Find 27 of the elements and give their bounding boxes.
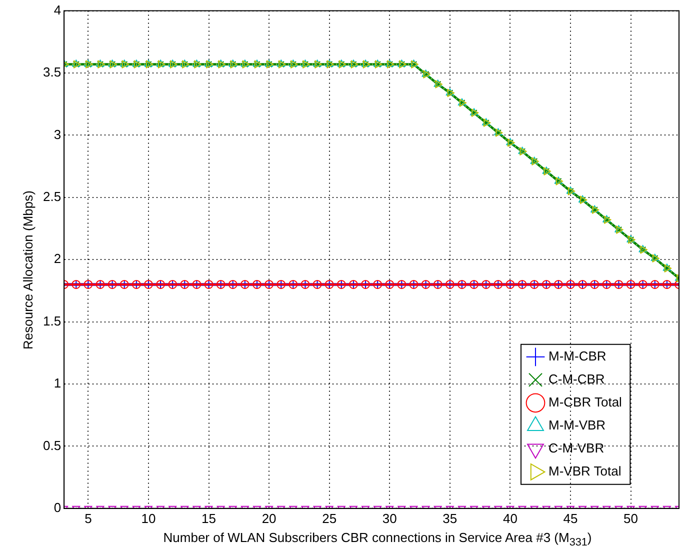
legend-label: M-CBR Total: [548, 394, 622, 410]
legend-label: C-M-VBR: [548, 440, 604, 456]
x-tick-label: 40: [502, 510, 518, 526]
y-tick-label: 2: [54, 251, 62, 266]
x-tick-label: 20: [262, 510, 276, 526]
legend-label: C-M-CBR: [548, 371, 605, 386]
x-tick-label: 45: [563, 510, 578, 526]
y-tick-label: 1: [54, 376, 62, 391]
legend-label: M-M-CBR: [548, 348, 606, 364]
x-tick-label: 5: [84, 510, 92, 526]
y-tick-label: 3.5: [42, 64, 62, 80]
y-tick-label: 0: [54, 500, 62, 515]
x-tick-label: 50: [624, 510, 638, 526]
x-tick-label: 35: [442, 510, 458, 526]
x-tick-label: 10: [141, 510, 156, 526]
legend-label: M-VBR Total: [548, 463, 622, 478]
y-axis-title: Resource Allocation (Mbps): [20, 190, 36, 352]
y-tick-label: 2.5: [42, 188, 62, 204]
y-tick-label: 3: [54, 126, 62, 142]
x-tick-label: 25: [322, 510, 337, 526]
y-tick-label: 4: [54, 2, 62, 18]
x-tick-label: 15: [202, 510, 216, 526]
legend-label: M-M-VBR: [548, 417, 606, 432]
y-tick-label: 1.5: [42, 313, 62, 328]
y-tick-label: 0.5: [42, 438, 62, 453]
x-axis-title: Number of WLAN Subscribers CBR connections in Service Area #3 (M$_{331}$): [162, 530, 593, 549]
x-tick-label: 30: [382, 510, 397, 526]
